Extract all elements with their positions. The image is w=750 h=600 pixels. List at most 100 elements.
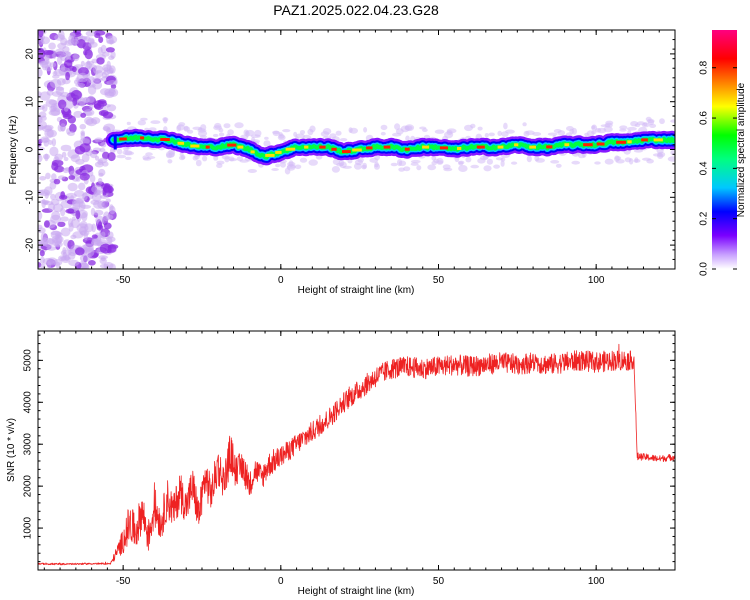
halo-blob [431, 160, 438, 166]
noise-blob [79, 123, 87, 130]
noise-blob [108, 55, 115, 60]
halo-blob [140, 117, 148, 121]
noise-blob [79, 143, 91, 153]
noise-blob [97, 177, 103, 184]
noise-blob [60, 227, 71, 237]
noise-blob [72, 97, 78, 106]
halo-blob [294, 164, 302, 170]
noise-blob [91, 184, 103, 194]
noise-blob [60, 91, 70, 98]
halo-blob [477, 158, 486, 164]
y-tick-label: -20 [25, 237, 36, 252]
halo-blob [547, 132, 558, 136]
halo-blob [604, 158, 614, 165]
halo-blob [553, 129, 562, 133]
noise-blob [67, 131, 75, 137]
noise-blob [103, 262, 114, 269]
noise-blob [90, 207, 96, 216]
halo-blob [405, 135, 410, 142]
noise-blob [57, 221, 66, 227]
noise-blob [102, 151, 110, 160]
halo-blob [500, 157, 506, 162]
noise-blob [106, 80, 118, 86]
snr-line [38, 343, 675, 566]
ridge-hotspot [177, 141, 185, 145]
halo-blob [263, 140, 271, 147]
halo-blob [176, 125, 182, 132]
halo-blob [465, 156, 472, 163]
noise-blob [92, 77, 103, 82]
halo-blob [497, 130, 503, 136]
ridge-hotspot [205, 145, 210, 149]
ridge-edge [113, 135, 117, 150]
halo-blob [348, 127, 353, 133]
halo-blob [667, 156, 675, 162]
halo-blob [216, 163, 223, 169]
noise-blob [67, 218, 74, 228]
halo-blob [271, 168, 279, 171]
noise-blob [60, 37, 68, 46]
halo-blob [484, 133, 489, 138]
snr-line-layer [38, 343, 675, 566]
noise-blob [91, 192, 102, 202]
halo-blob [594, 161, 601, 165]
noise-blob [63, 106, 69, 112]
y-tick-label: 3000 [23, 433, 34, 456]
noise-blob [97, 159, 104, 165]
halo-blob [264, 136, 269, 140]
noise-blob [76, 197, 85, 204]
halo-blob [628, 158, 634, 165]
noise-blob [38, 224, 43, 230]
halo-blob [331, 166, 340, 173]
halo-blob [126, 121, 131, 126]
halo-blob [419, 126, 427, 130]
halo-blob [503, 122, 508, 130]
colorbar-tick-label: 0.0 [699, 262, 710, 276]
halo-blob [571, 160, 580, 165]
noise-blob [48, 203, 56, 212]
noise-blob [79, 226, 87, 236]
noise-blob [68, 35, 75, 42]
snr-panel: -50 0 50 100 1000 2000 3000 4000 5000 Height of … [6, 330, 676, 597]
noise-blob [42, 257, 55, 266]
ridge-hotspot [352, 148, 362, 152]
figure-title: PAZ1.2025.022.04.23.G28 [273, 2, 439, 18]
halo-blob [392, 132, 402, 137]
noise-blob [83, 243, 94, 252]
halo-blob [142, 155, 150, 160]
halo-blob [505, 129, 515, 134]
y-tick-label: 0 [25, 146, 36, 152]
noise-blob [99, 243, 112, 254]
noise-blob [53, 259, 63, 266]
halo-blob [633, 149, 644, 153]
colorbar: 0.0 0.2 0.4 0.6 0.8 Normalized spectral ampl… [699, 30, 747, 276]
noise-blob [76, 72, 89, 83]
noise-blob [51, 173, 57, 181]
noise-blob [93, 209, 104, 216]
noise-blob [94, 137, 103, 143]
noise-blob [73, 110, 83, 118]
halo-blob [523, 130, 530, 137]
noise-blob [69, 123, 77, 133]
noise-blob [39, 91, 51, 101]
ridge-hotspot [529, 145, 536, 149]
ridge-hotspot [583, 143, 593, 147]
noise-blob [79, 97, 86, 107]
halo-blob [137, 120, 146, 126]
ridge-hotspot [160, 138, 170, 141]
halo-blob [619, 125, 628, 130]
noise-blob [89, 174, 96, 183]
halo-blob [309, 125, 316, 133]
ridge-hotspot [285, 147, 296, 151]
noise-blob [85, 30, 96, 37]
noise-blob [40, 60, 52, 68]
noise-blob [62, 167, 70, 174]
noise-blob [63, 59, 73, 68]
noise-blob [89, 104, 94, 110]
noise-blob [60, 144, 72, 152]
colorbar-tick-label: 0.2 [699, 211, 710, 225]
noise-blob [75, 247, 85, 256]
halo-blob [223, 123, 231, 129]
halo-blob [228, 156, 235, 162]
